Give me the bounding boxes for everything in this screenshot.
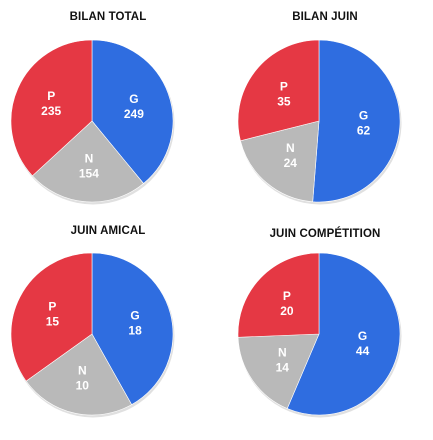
pie-slice-p (10, 39, 93, 177)
pie-slice-g (286, 252, 401, 416)
slice-label: N (85, 151, 94, 165)
slice-value: 235 (41, 104, 61, 118)
pie-chart: G18 N10 P15 (10, 252, 175, 418)
slice-label: G (359, 109, 368, 123)
pie-slice-g (312, 39, 401, 203)
slice-label: P (48, 300, 56, 314)
slice-label: P (280, 80, 288, 94)
slice-value: 20 (280, 304, 294, 318)
slice-value: 24 (284, 156, 298, 170)
slice-value: 249 (124, 107, 144, 121)
pie-slice-n (31, 120, 144, 203)
slice-value: 44 (356, 344, 370, 358)
pie-slice-g (91, 39, 174, 184)
pie-chart: G62 N24 P35 (237, 39, 402, 205)
chart-panel-juin-amical: JUIN AMICAL G 18 N 10 P 15 (0, 220, 216, 440)
chart-title: BILAN JUIN (292, 11, 358, 23)
slice-label: N (78, 364, 87, 378)
pie-chart: G44 N14 P20 (237, 252, 402, 418)
slice-value: 14 (276, 360, 290, 374)
pie-slice-p (10, 252, 93, 382)
chart-title: JUIN COMPÉTITION (269, 228, 381, 240)
chart-panel-juin-competition: JUIN COMPÉTITION G 44 N 14 P 20 (217, 220, 433, 440)
slice-value: 15 (46, 315, 60, 329)
slice-value: 35 (277, 95, 291, 109)
slice-label: G (129, 92, 138, 106)
slice-value: 154 (79, 166, 99, 180)
pie-slice-n (25, 333, 133, 416)
chart-title: BILAN TOTAL (69, 11, 147, 23)
slice-label: G (130, 309, 139, 323)
pie-slice-g (91, 252, 174, 406)
pie-slice-p (237, 39, 320, 142)
pie-slice-n (237, 333, 320, 409)
slice-label: G (358, 329, 367, 343)
slice-value: 18 (128, 324, 142, 338)
slice-label: P (283, 289, 291, 303)
slice-value: 10 (76, 379, 90, 393)
chart-title: JUIN AMICAL (70, 225, 146, 237)
chart-panel-bilan-total: BILAN TOTAL G 249 N 154 P 235 (0, 0, 216, 220)
slice-label: N (278, 345, 287, 359)
slice-label: P (47, 89, 55, 103)
pie-slice-n (240, 120, 320, 203)
chart-panel-bilan-juin: BILAN JUIN G 62 N 24 P 35 (217, 0, 433, 220)
slice-label: N (286, 141, 295, 155)
pie-slice-p (237, 252, 320, 338)
slice-value: 62 (357, 124, 371, 138)
